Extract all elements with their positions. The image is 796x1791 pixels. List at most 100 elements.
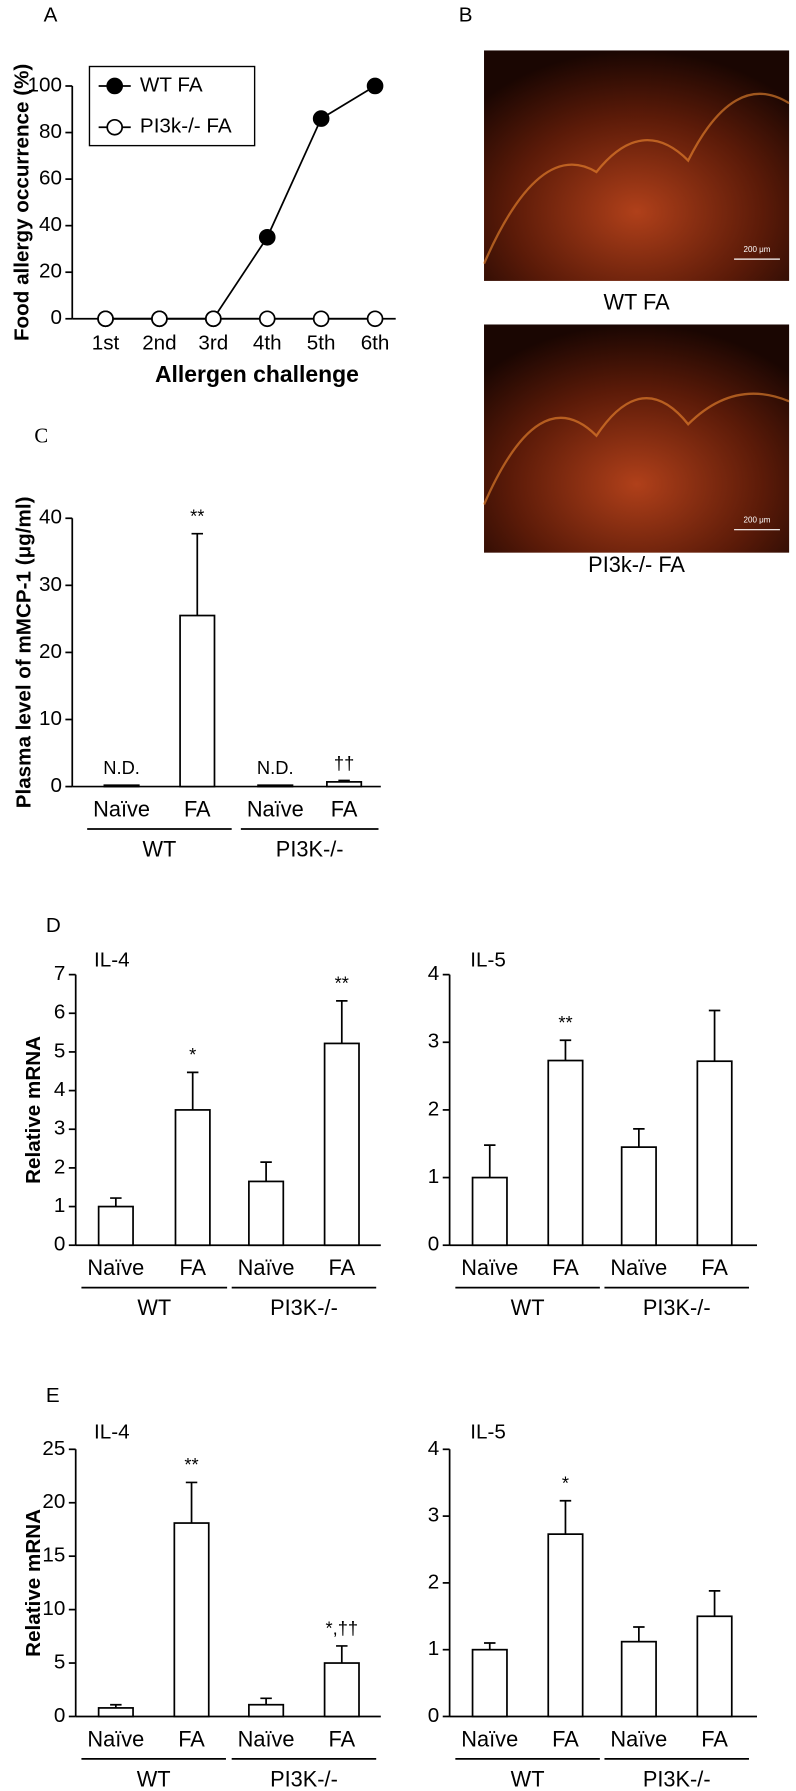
- x-tick-label: 4th: [253, 331, 282, 354]
- y-tick-label: 60: [39, 167, 62, 190]
- image-caption: PI3k-/- FA: [588, 552, 685, 577]
- annotation: **: [558, 1012, 572, 1033]
- panel-label: E: [46, 1384, 60, 1407]
- y-tick-label: 30: [39, 573, 62, 596]
- error-bar: [708, 1590, 721, 1617]
- annotation: *,††: [325, 1618, 358, 1639]
- y-tick-label: 0: [428, 1704, 439, 1727]
- group-label: PI3K-/-: [276, 837, 344, 862]
- y-axis-label: Plasma level of mMCP-1 (μg/ml): [13, 497, 36, 809]
- error-bar: [708, 1009, 721, 1062]
- y-tick-label: 15: [42, 1544, 65, 1567]
- panel-label: A: [44, 4, 58, 27]
- tissue-outline: [482, 392, 790, 505]
- marker: [366, 77, 384, 95]
- y-tick-label: 4: [428, 962, 439, 985]
- group-label: PI3K-/-: [643, 1766, 711, 1791]
- bar: [323, 1662, 360, 1718]
- annotation: *: [562, 1473, 569, 1494]
- x-tick-label: Naïve: [247, 796, 304, 821]
- y-axis-label: Food allergy occurrence (%): [10, 64, 33, 341]
- error-bar: [191, 532, 204, 616]
- marker: [312, 110, 330, 127]
- y-tick-label: 10: [39, 707, 62, 730]
- annotation: *: [189, 1044, 196, 1065]
- annotation: ††: [334, 752, 354, 773]
- error-bar: [260, 1697, 272, 1705]
- y-tick-label: 3: [428, 1030, 439, 1053]
- error-bar: [260, 1161, 272, 1182]
- x-tick-label: Naïve: [610, 1726, 667, 1751]
- y-tick-label: 40: [39, 506, 62, 529]
- error-bar: [633, 1626, 645, 1642]
- marker: [312, 310, 330, 328]
- x-tick-label: Naïve: [238, 1255, 295, 1280]
- y-tick-label: 20: [42, 1490, 65, 1513]
- x-tick-label: FA: [184, 796, 211, 821]
- y-tick-label: 4: [428, 1437, 439, 1460]
- annotation: **: [184, 1454, 198, 1475]
- bar: [323, 1042, 360, 1247]
- annotation: **: [335, 973, 349, 994]
- x-tick-label: Naïve: [87, 1255, 144, 1280]
- error-bar: [336, 1000, 348, 1044]
- x-tick-label: Naïve: [461, 1726, 518, 1751]
- x-tick-label: Naïve: [93, 796, 150, 821]
- error-bar: [633, 1127, 645, 1148]
- bar: [696, 1615, 733, 1718]
- x-tick-label: Naïve: [238, 1726, 295, 1751]
- legend-marker: [106, 77, 124, 95]
- x-tick-label: FA: [179, 1255, 206, 1280]
- y-tick-label: 1: [54, 1194, 65, 1217]
- x-tick-label: 1st: [92, 331, 120, 354]
- y-tick-label: 10: [42, 1597, 65, 1620]
- y-tick-label: 4: [54, 1078, 65, 1101]
- y-tick-label: 6: [54, 1001, 65, 1024]
- error-bar: [559, 1499, 572, 1535]
- error-bar: [185, 1481, 198, 1524]
- subtitle: IL-5: [470, 1421, 506, 1444]
- y-tick-label: 5: [54, 1650, 65, 1673]
- bar: [103, 784, 140, 788]
- panel-label: B: [459, 4, 473, 27]
- x-tick-label: FA: [328, 1726, 355, 1751]
- panel-label: C: [34, 426, 48, 448]
- x-tick-label: 6th: [361, 331, 390, 354]
- error-bar: [559, 1039, 572, 1061]
- legend-label: PI3k-/- FA: [140, 115, 232, 138]
- panel-label: D: [46, 914, 61, 937]
- x-tick-label: Naïve: [461, 1255, 518, 1280]
- y-tick-label: 1: [428, 1637, 439, 1660]
- bar: [620, 1640, 657, 1718]
- x-tick-label: 2nd: [142, 331, 176, 354]
- group-label: PI3K-/-: [270, 1295, 338, 1320]
- scale-label: 200 μm: [744, 516, 771, 525]
- y-tick-label: 20: [39, 260, 62, 283]
- y-tick-label: 2: [428, 1570, 439, 1593]
- y-tick-label: 0: [428, 1233, 439, 1256]
- annotation: N.D.: [257, 757, 294, 778]
- legend-label: WT FA: [140, 73, 203, 96]
- group-label: WT: [137, 1295, 171, 1320]
- subtitle: IL-5: [470, 948, 506, 971]
- subtitle: IL-4: [94, 1421, 130, 1444]
- y-tick-label: 80: [39, 120, 62, 143]
- tissue-outline: [482, 92, 790, 265]
- annotation: **: [190, 505, 204, 526]
- x-tick-label: FA: [331, 796, 358, 821]
- image-caption: WT FA: [604, 290, 671, 315]
- x-tick-label: FA: [552, 1726, 579, 1751]
- x-tick-label: FA: [328, 1255, 355, 1280]
- marker: [151, 310, 168, 328]
- micrograph: [484, 324, 790, 553]
- error-bar: [336, 1645, 348, 1664]
- y-tick-label: 3: [54, 1117, 65, 1140]
- group-label: WT: [137, 1766, 171, 1791]
- subtitle: IL-4: [94, 948, 130, 971]
- bar: [248, 1180, 285, 1247]
- marker: [97, 310, 114, 328]
- x-axis-label: Allergen challenge: [155, 361, 359, 387]
- bar: [471, 1176, 508, 1247]
- y-tick-label: 0: [54, 1704, 65, 1727]
